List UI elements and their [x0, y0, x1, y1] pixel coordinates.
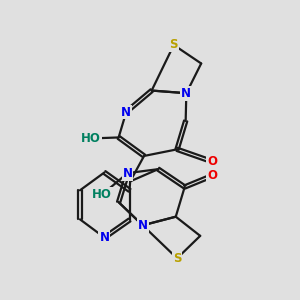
Text: HO: HO	[81, 132, 101, 145]
Text: N: N	[181, 87, 191, 100]
Text: O: O	[207, 155, 217, 168]
Text: N: N	[99, 231, 110, 244]
Text: N: N	[121, 106, 131, 118]
Text: S: S	[173, 252, 181, 265]
Text: N: N	[122, 167, 133, 180]
Text: HO: HO	[92, 188, 112, 201]
Text: N: N	[138, 219, 148, 232]
Text: O: O	[207, 169, 217, 182]
Text: S: S	[169, 38, 178, 52]
